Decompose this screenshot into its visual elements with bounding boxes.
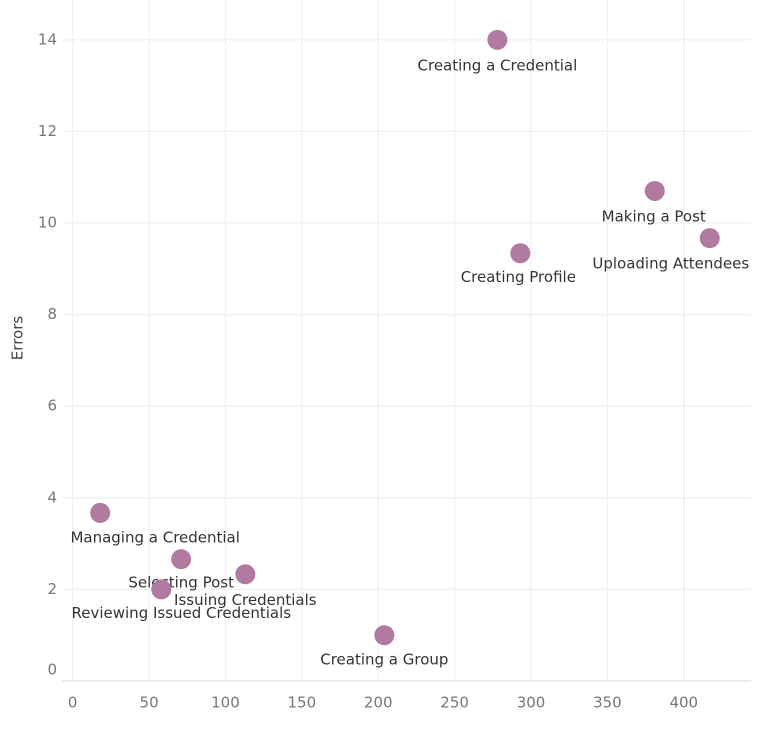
y-tick-label: 4 — [47, 488, 57, 506]
y-tick-label: 0 — [47, 661, 57, 679]
point — [699, 228, 720, 249]
y-tick-label: 10 — [38, 214, 57, 232]
x-tick-label: 300 — [517, 694, 546, 712]
y-tick-label: 6 — [47, 397, 57, 415]
point — [235, 564, 256, 585]
point — [487, 29, 508, 50]
x-tick-label: 0 — [68, 694, 78, 712]
x-tick-label: 400 — [669, 694, 698, 712]
point-label: Uploading Attendees — [592, 255, 749, 273]
point — [510, 243, 531, 264]
point-label: Making a Post — [602, 207, 706, 225]
point-label: Creating Profile — [461, 268, 576, 286]
point-label: Reviewing Issued Credentials — [72, 604, 292, 622]
point — [374, 625, 395, 646]
y-tick-label: 14 — [38, 30, 57, 48]
point — [644, 180, 665, 201]
y-tick-label: 12 — [38, 122, 57, 140]
x-tick-label: 50 — [140, 694, 159, 712]
x-tick-label: 100 — [211, 694, 240, 712]
x-tick-label: 250 — [440, 694, 469, 712]
point — [90, 502, 111, 523]
point — [171, 549, 192, 570]
x-tick-label: 350 — [593, 694, 622, 712]
y-axis-title: Errors — [9, 316, 27, 361]
point-label: Managing a Credential — [70, 528, 239, 546]
point-label: Creating a Group — [320, 651, 448, 669]
point — [151, 579, 172, 600]
y-tick-label: 8 — [47, 305, 57, 323]
x-tick-label: 200 — [364, 694, 393, 712]
y-tick-label: 2 — [47, 580, 57, 598]
x-tick-label: 150 — [288, 694, 317, 712]
point-label: Issuing Credentials — [174, 591, 317, 609]
point-label: Selecting Post — [128, 574, 234, 592]
point-label: Creating a Credential — [418, 56, 578, 74]
